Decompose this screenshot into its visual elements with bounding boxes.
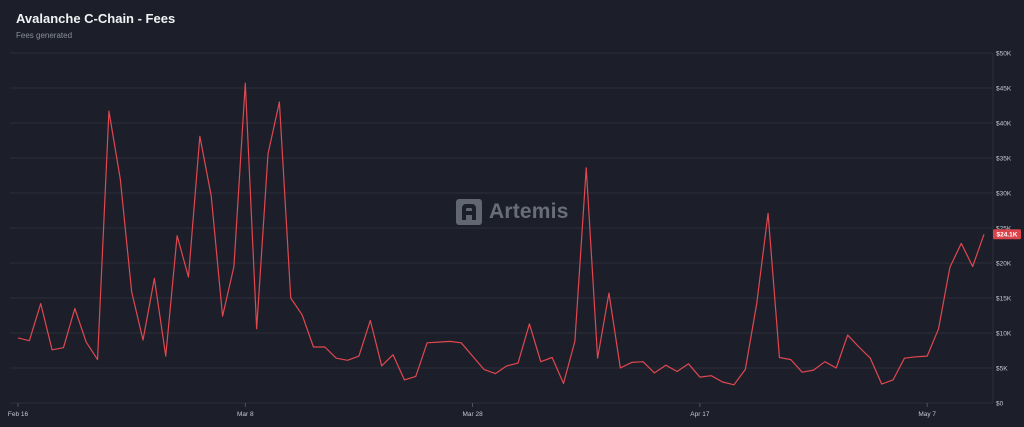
artemis-watermark: Artemis <box>456 199 569 225</box>
x-tick-label: Mar 28 <box>462 411 483 418</box>
artemis-logo-icon <box>456 199 482 225</box>
series-line-fees <box>17 82 985 386</box>
y-tick-label: $25K <box>996 226 1012 233</box>
y-tick-label: $5K <box>996 366 1008 373</box>
y-axis: $0 $5K $10K $15K $20K $25K $30K $35K $40K $45K $50… <box>992 51 1012 408</box>
y-tick-label: $20K <box>996 261 1012 268</box>
watermark-text: Artemis <box>489 200 569 223</box>
grid-lines <box>10 52 993 404</box>
y-tick-label: $0 <box>996 401 1004 408</box>
y-tick-label: $10K <box>996 331 1012 338</box>
y-tick-label: $35K <box>996 156 1012 163</box>
x-axis: Feb 16 Mar 8 Mar 28 Apr 17 May 7 <box>8 403 936 418</box>
y-tick-label: $50K <box>996 51 1012 58</box>
x-tick-label: Apr 17 <box>690 411 710 418</box>
chart-title: Avalanche C-Chain - Fees <box>16 11 176 26</box>
y-tick-label: $40K <box>996 121 1012 128</box>
chart-subtitle: Fees generated <box>16 31 73 40</box>
y-tick-label: $30K <box>996 191 1012 198</box>
last-value-badge-bg <box>993 229 1021 240</box>
last-value-label: $24.1K <box>997 232 1018 239</box>
y-tick-label: $15K <box>996 296 1012 303</box>
last-value-badge: $24.1K <box>993 229 1021 240</box>
x-tick-label: Mar 8 <box>237 411 254 418</box>
y-tick-label: $45K <box>996 86 1012 93</box>
x-tick-label: Feb 16 <box>8 411 29 418</box>
x-tick-label: May 7 <box>918 411 936 418</box>
